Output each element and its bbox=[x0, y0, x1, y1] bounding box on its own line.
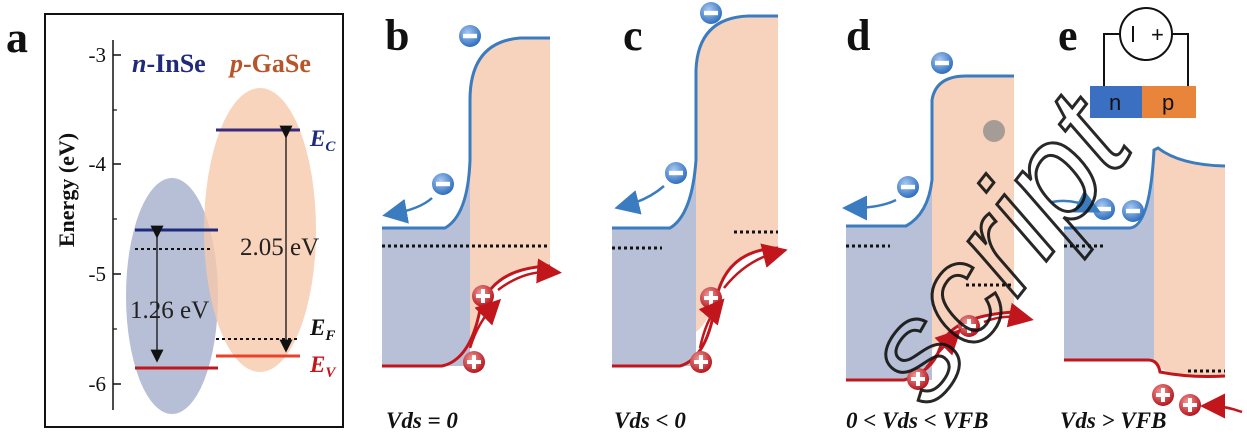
n-region bbox=[612, 160, 696, 366]
panel-label-c: c bbox=[623, 11, 643, 60]
panel-e: e + n p Vds > VFB bbox=[1051, 7, 1243, 433]
y-tick-label: -5 bbox=[89, 262, 107, 286]
y-tick-label: -3 bbox=[89, 43, 107, 67]
conduction-band bbox=[1064, 146, 1226, 230]
condition-label-e: Vds > VFB bbox=[1060, 408, 1166, 433]
panel-label-d: d bbox=[846, 11, 870, 60]
valence-band bbox=[1064, 358, 1226, 378]
y-axis-label: Energy (eV) bbox=[54, 133, 79, 247]
panel-a-frame bbox=[44, 13, 344, 428]
p-region bbox=[932, 76, 1014, 350]
electron bbox=[665, 162, 687, 184]
hole-flow-arrow bbox=[698, 298, 725, 349]
electron-flow-arrow bbox=[614, 185, 665, 215]
watermark-dot bbox=[983, 120, 1005, 142]
electron bbox=[700, 2, 722, 24]
voltage-source-icon bbox=[1119, 7, 1173, 61]
hole-flow-arrow bbox=[983, 302, 1034, 328]
y-tick-label: -4 bbox=[89, 152, 107, 176]
p-region bbox=[470, 38, 550, 340]
hole bbox=[700, 287, 722, 309]
y-ticks bbox=[113, 54, 121, 385]
panel-a: a Energy (eV) -3 -4 -5 -6 n-InSe p-GaSe bbox=[6, 13, 344, 428]
panel-d: d 0 < Vds < VFB bbox=[842, 11, 1034, 433]
material-label-n: n-InSe bbox=[132, 49, 206, 78]
panel-label-e: e bbox=[1058, 11, 1078, 60]
n-block-label: n bbox=[1109, 90, 1121, 115]
hole-flow-arrow bbox=[723, 243, 788, 289]
electron bbox=[459, 25, 481, 47]
gase-gap-label: 2.05 eV bbox=[240, 234, 319, 261]
hole-flow-arrow bbox=[925, 328, 962, 369]
p-region bbox=[696, 16, 778, 332]
insE-ellipse bbox=[126, 178, 218, 414]
source-plus-sign: + bbox=[1151, 22, 1164, 47]
p-region bbox=[1154, 148, 1225, 376]
condition-label-b: Vds = 0 bbox=[386, 408, 458, 433]
n-region bbox=[1064, 150, 1154, 360]
electron bbox=[432, 173, 454, 195]
n-region bbox=[846, 180, 932, 380]
n-block bbox=[1090, 86, 1142, 118]
ec-label: EC bbox=[309, 126, 336, 155]
y-tick-label: -6 bbox=[89, 372, 107, 396]
hole bbox=[1152, 384, 1174, 406]
conduction-band bbox=[612, 14, 778, 230]
panel-c: c Vds < 0 bbox=[612, 2, 788, 433]
hole-flow-arrow bbox=[468, 298, 502, 349]
panel-b: b Vds = 0 bbox=[382, 11, 562, 433]
electron-flow-arrow bbox=[842, 195, 897, 221]
conduction-band bbox=[846, 74, 1014, 228]
p-block-label: p bbox=[1162, 90, 1174, 115]
p-block bbox=[1142, 86, 1196, 118]
hole-flow-arrow bbox=[1200, 393, 1243, 419]
hole bbox=[463, 351, 485, 373]
circuit-wire bbox=[1172, 33, 1189, 86]
hole bbox=[472, 285, 494, 307]
ef-label: EF bbox=[309, 315, 335, 344]
condition-label-c: Vds < 0 bbox=[614, 408, 686, 433]
electron-flow-arrow bbox=[382, 197, 433, 224]
material-label-p: p-GaSe bbox=[228, 49, 311, 78]
insE-gap-label: 1.26 eV bbox=[130, 297, 209, 324]
ev-label: EV bbox=[309, 352, 337, 381]
electron bbox=[931, 52, 953, 74]
panel-label-a: a bbox=[6, 13, 28, 62]
electron bbox=[897, 176, 919, 198]
conduction-band bbox=[382, 36, 550, 230]
circuit-inset: + n p bbox=[1090, 7, 1196, 118]
circuit-wire bbox=[1103, 33, 1120, 86]
n-region bbox=[382, 160, 470, 366]
condition-label-d: 0 < Vds < VFB bbox=[846, 408, 989, 433]
hole bbox=[690, 351, 712, 373]
hole-flow-arrow bbox=[497, 258, 562, 291]
panel-label-b: b bbox=[385, 11, 409, 60]
electron-flow-arrow bbox=[1051, 190, 1101, 213]
hole bbox=[1179, 394, 1201, 416]
